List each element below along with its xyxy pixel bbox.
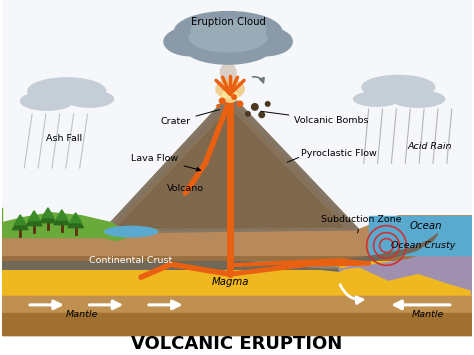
Polygon shape [42, 208, 54, 218]
Polygon shape [339, 250, 472, 295]
Ellipse shape [217, 19, 267, 40]
Ellipse shape [20, 91, 74, 111]
Polygon shape [101, 94, 359, 233]
Polygon shape [2, 208, 126, 241]
Text: Ocean Crusty: Ocean Crusty [391, 241, 455, 250]
Text: Pyroclastic Flow: Pyroclastic Flow [301, 149, 377, 158]
Circle shape [226, 104, 230, 109]
Text: Eruption Cloud: Eruption Cloud [191, 17, 265, 27]
Polygon shape [28, 211, 40, 221]
Polygon shape [369, 216, 472, 255]
Ellipse shape [221, 89, 239, 103]
Polygon shape [2, 99, 472, 260]
Polygon shape [68, 216, 83, 228]
Text: Lava Flow: Lava Flow [131, 154, 201, 171]
Text: VOLCANIC ERUPTION: VOLCANIC ERUPTION [131, 335, 343, 354]
Text: Crater: Crater [160, 110, 219, 126]
Polygon shape [101, 94, 359, 233]
Circle shape [245, 111, 251, 117]
Ellipse shape [104, 226, 158, 237]
Ellipse shape [215, 79, 245, 99]
Text: Continental Crust: Continental Crust [90, 256, 173, 265]
Text: Volcanic Bombs: Volcanic Bombs [261, 111, 369, 125]
Ellipse shape [353, 91, 401, 107]
Ellipse shape [189, 23, 268, 53]
Ellipse shape [181, 15, 240, 40]
Ellipse shape [391, 90, 446, 108]
Polygon shape [26, 214, 42, 226]
Circle shape [216, 104, 220, 108]
Circle shape [264, 101, 271, 107]
Ellipse shape [238, 27, 293, 56]
Text: Mantle: Mantle [65, 310, 98, 319]
Polygon shape [40, 211, 56, 223]
Polygon shape [117, 110, 343, 228]
Ellipse shape [183, 30, 273, 65]
Text: Acid Rain: Acid Rain [408, 142, 452, 151]
Circle shape [231, 94, 237, 100]
Text: Volcano: Volcano [167, 184, 204, 192]
Circle shape [258, 111, 265, 118]
Polygon shape [2, 260, 339, 271]
Text: Magma: Magma [211, 277, 249, 287]
Ellipse shape [361, 75, 436, 99]
Ellipse shape [191, 19, 240, 40]
Polygon shape [2, 0, 472, 334]
Text: Subduction Zone: Subduction Zone [321, 215, 401, 233]
Polygon shape [339, 234, 438, 265]
Polygon shape [2, 94, 472, 255]
Polygon shape [56, 210, 68, 220]
Text: Ash Fall: Ash Fall [46, 134, 82, 143]
Circle shape [251, 103, 259, 111]
Ellipse shape [27, 77, 106, 105]
Polygon shape [54, 213, 70, 225]
Polygon shape [14, 215, 26, 225]
Text: Mantle: Mantle [412, 310, 444, 319]
Polygon shape [2, 213, 126, 237]
Polygon shape [12, 218, 28, 230]
Text: Ocean: Ocean [410, 221, 442, 231]
Ellipse shape [65, 90, 114, 108]
Ellipse shape [163, 27, 218, 56]
Polygon shape [2, 237, 472, 295]
Polygon shape [2, 295, 472, 334]
Polygon shape [109, 102, 351, 230]
Circle shape [219, 98, 226, 104]
Ellipse shape [218, 15, 278, 40]
Polygon shape [2, 313, 472, 334]
Circle shape [237, 100, 244, 108]
Polygon shape [70, 213, 82, 223]
Ellipse shape [173, 11, 283, 53]
Polygon shape [2, 255, 339, 269]
